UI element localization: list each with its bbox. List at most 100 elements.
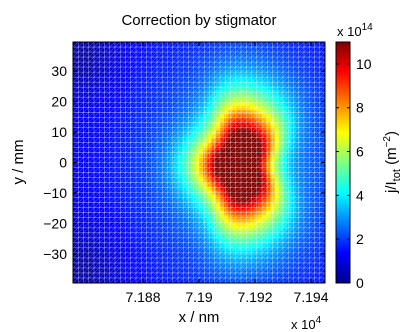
heatmap-cell [115,174,120,179]
heatmap-cell [211,54,217,59]
heatmap-cell [287,114,292,119]
heatmap-cell [266,98,271,103]
heatmap-cell [110,146,116,151]
heatmap-cell [299,122,305,127]
heatmap-cell [77,154,82,159]
heatmap-cell [299,158,305,163]
heatmap-cell [119,162,124,167]
heatmap-cell [106,134,112,139]
heatmap-cell [178,54,183,59]
heatmap-cell [98,278,103,283]
heatmap-cell [178,274,183,280]
heatmap-cell [211,74,217,79]
heatmap-cell [127,94,133,99]
heatmap-cell [266,86,271,91]
heatmap-cell [215,126,221,131]
heatmap-cell [169,66,175,71]
heatmap-cell [232,102,238,107]
heatmap-cell [278,154,284,159]
heatmap-cell [161,238,166,244]
heatmap-cell [140,138,145,143]
mesh-lines [73,42,325,283]
heatmap-cell [257,274,263,280]
heatmap-cell [203,206,208,212]
heatmap-cell [161,266,166,272]
heatmap-cell [262,198,267,204]
heatmap-cell [236,174,242,179]
heatmap-cell [110,102,116,107]
heatmap-cell [224,274,229,280]
heatmap-cell [140,246,145,252]
heatmap-cell [173,146,179,151]
heatmap-cell [190,98,196,103]
heatmap-cell [232,218,238,224]
heatmap-cell [241,122,246,127]
heatmap-cell [173,98,179,103]
mesh-diagonal [256,217,325,283]
heatmap-cell [140,82,145,87]
heatmap-cell [232,98,238,103]
heatmap-cell [115,266,120,272]
heatmap-cell [148,186,154,192]
heatmap-cell [274,74,280,79]
heatmap-cell [253,274,259,280]
heatmap-cell [127,182,133,187]
heatmap-cell [169,234,175,240]
heatmap-cell [169,46,175,51]
heatmap-cell [178,138,183,143]
heatmap-cell [194,98,200,103]
heatmap-cell [131,134,137,139]
heatmap-cell [304,66,309,71]
heatmap-cell [190,54,196,59]
heatmap-cell [157,206,162,212]
heatmap-cell [320,174,325,179]
heatmap-cell [245,118,250,123]
heatmap-cell [173,202,179,208]
heatmap-cell [295,66,301,71]
heatmap-cell [77,218,82,224]
heatmap-cell [245,178,250,183]
heatmap-cell [232,106,238,111]
heatmap-cell [194,154,200,159]
heatmap-cell [157,78,162,83]
heatmap-cell [199,102,204,107]
heatmap-cell [257,198,263,204]
heatmap-cell [152,158,158,163]
heatmap-cell [73,214,78,220]
heatmap-cell [316,234,322,240]
heatmap-cell [115,202,120,208]
heatmap-cell [182,178,187,183]
heatmap-cell [140,54,145,59]
heatmap-cell [278,134,284,139]
heatmap-cell [161,142,166,147]
heatmap-cell [308,146,313,151]
heatmap-cell [241,234,246,240]
colorbar-tick-label: 4 [356,187,364,203]
heatmap-cell [169,146,175,151]
heatmap-cell [127,98,133,103]
heatmap-cell [278,138,284,143]
mesh-diagonal [73,42,131,98]
heatmap-cell [89,206,95,212]
heatmap-cell [215,226,221,232]
heatmap-cell [274,98,280,103]
heatmap-cell [178,74,183,79]
heatmap-cell [211,86,217,91]
heatmap-cell [211,126,217,131]
heatmap-cell [287,146,292,151]
heatmap-cell [194,158,200,163]
heatmap-cell [157,66,162,71]
heatmap-cell [173,106,179,111]
heatmap-cell [320,162,325,167]
heatmap-cell [115,254,120,260]
heatmap-cell [211,222,217,228]
heatmap-cell [220,202,225,208]
heatmap-cell [152,66,158,71]
heatmap-cell [308,158,313,163]
heatmap-cell [190,58,196,63]
heatmap-cell [295,62,301,67]
heatmap-cell [308,98,313,103]
heatmap-cell [316,186,322,192]
heatmap-cell [299,138,305,143]
heatmap-cell [199,242,204,248]
